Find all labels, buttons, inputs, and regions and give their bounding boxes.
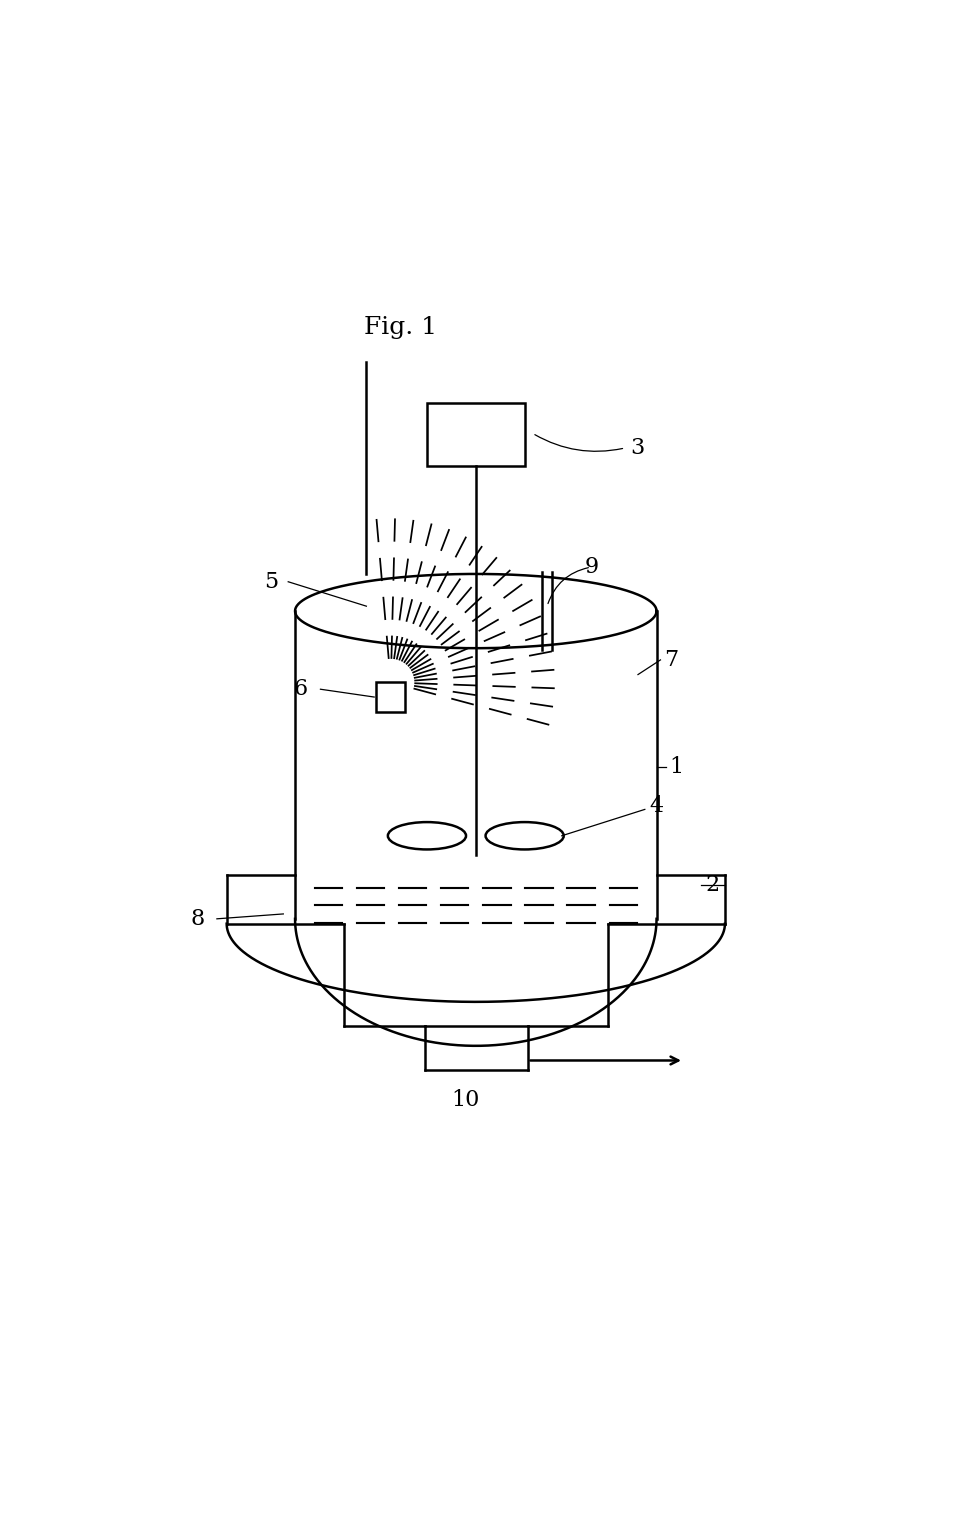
Text: 3: 3: [630, 436, 645, 459]
Text: 10: 10: [450, 1089, 480, 1110]
Text: 6: 6: [293, 679, 307, 700]
Bar: [427, 403, 525, 467]
Text: 4: 4: [650, 796, 663, 817]
Text: 7: 7: [664, 650, 678, 671]
Text: 8: 8: [191, 907, 205, 930]
Text: Fig. 1: Fig. 1: [364, 316, 437, 339]
Text: 1: 1: [669, 756, 683, 778]
Text: 9: 9: [584, 557, 598, 578]
Text: 5: 5: [264, 570, 277, 593]
Bar: [376, 682, 405, 712]
Text: 2: 2: [705, 874, 719, 895]
